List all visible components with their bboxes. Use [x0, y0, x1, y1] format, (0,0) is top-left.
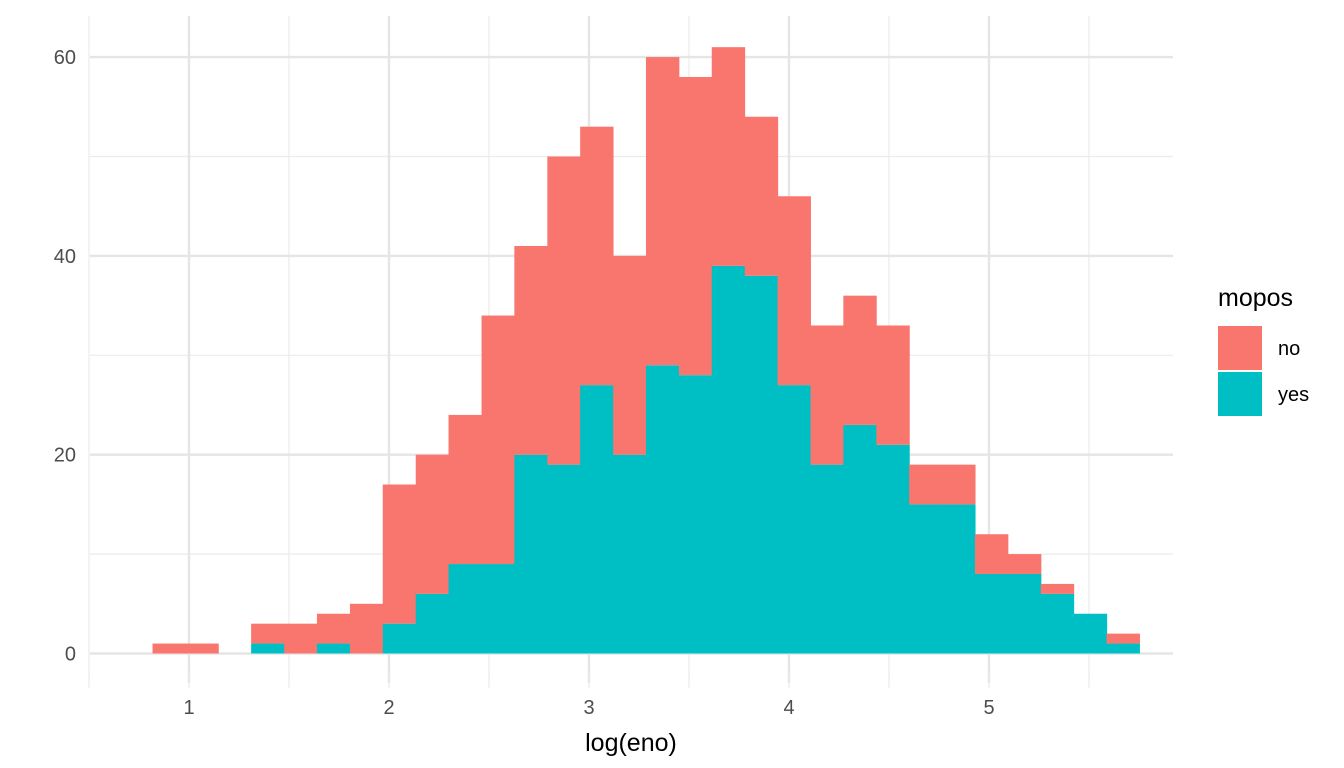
legend-label-no: no: [1278, 338, 1300, 360]
bars: [152, 47, 1140, 654]
bar-no: [711, 47, 746, 266]
bar-no: [645, 57, 680, 366]
bar-no: [547, 156, 581, 465]
bar-no: [876, 325, 910, 445]
x-tick-marks: [88, 670, 1090, 688]
bar-yes: [514, 454, 548, 654]
legend-key-yes: [1218, 372, 1262, 416]
legend-label-yes: yes: [1278, 384, 1309, 406]
bar-no: [349, 603, 384, 654]
bar-no: [251, 623, 285, 644]
bar-no: [152, 643, 186, 654]
bar-yes: [1073, 613, 1108, 654]
bar-no: [942, 464, 976, 505]
bar-yes: [909, 504, 943, 654]
bar-yes: [251, 643, 285, 654]
bar-no: [514, 245, 548, 455]
bar-no: [678, 76, 713, 376]
bar-yes: [810, 464, 844, 654]
bar-yes: [580, 385, 614, 654]
bar-yes: [942, 504, 976, 654]
bar-no: [974, 534, 1009, 574]
bar-yes: [645, 365, 680, 654]
bar-yes: [415, 593, 450, 654]
bar-no: [909, 464, 943, 505]
bar-no: [843, 295, 877, 425]
bar-no: [284, 623, 318, 654]
x-tick-label: 5: [983, 697, 994, 719]
bar-yes: [1106, 643, 1140, 654]
bar-no: [810, 325, 844, 465]
bar-no: [1040, 583, 1075, 594]
bar-no: [185, 643, 219, 654]
bar-no: [580, 126, 614, 386]
bar-yes: [711, 265, 746, 654]
y-tick-label: 60: [54, 47, 76, 69]
bar-no: [415, 454, 450, 594]
bar-yes: [777, 385, 811, 654]
bar-yes: [1007, 573, 1042, 654]
x-tick-label: 3: [583, 697, 594, 719]
x-tick-labels: 1 2 3 4 5: [183, 697, 994, 719]
bar-yes: [613, 454, 647, 654]
bar-yes: [678, 375, 713, 654]
bar-no: [481, 315, 515, 565]
bar-yes: [843, 424, 877, 654]
x-tick-label: 4: [783, 697, 794, 719]
bar-yes: [448, 564, 482, 654]
bar-yes: [876, 444, 910, 654]
bar-no: [316, 613, 351, 644]
bar-yes: [481, 564, 515, 654]
bar-yes: [316, 643, 351, 654]
legend-key-no: [1218, 326, 1262, 370]
y-tick-labels: 0 20 40 60: [54, 47, 76, 665]
legend: mopos no yes: [1218, 284, 1309, 416]
bar-no: [448, 414, 482, 565]
legend-title: mopos: [1218, 284, 1293, 312]
x-tick-label: 1: [183, 697, 194, 719]
y-tick-label: 20: [54, 445, 76, 467]
bar-no: [382, 484, 417, 624]
x-tick-label: 2: [383, 697, 394, 719]
bar-no: [613, 255, 647, 455]
bar-yes: [547, 464, 581, 654]
bar-no: [1106, 633, 1140, 644]
y-tick-label: 0: [65, 644, 76, 666]
bar-yes: [1040, 593, 1075, 654]
x-axis-title: log(eno): [585, 729, 677, 757]
bar-yes: [974, 573, 1009, 654]
bar-yes: [744, 275, 779, 654]
bar-no: [777, 196, 811, 386]
bar-no: [1007, 554, 1042, 574]
bar-yes: [382, 623, 417, 654]
bar-no: [744, 116, 779, 276]
y-tick-label: 40: [54, 246, 76, 268]
